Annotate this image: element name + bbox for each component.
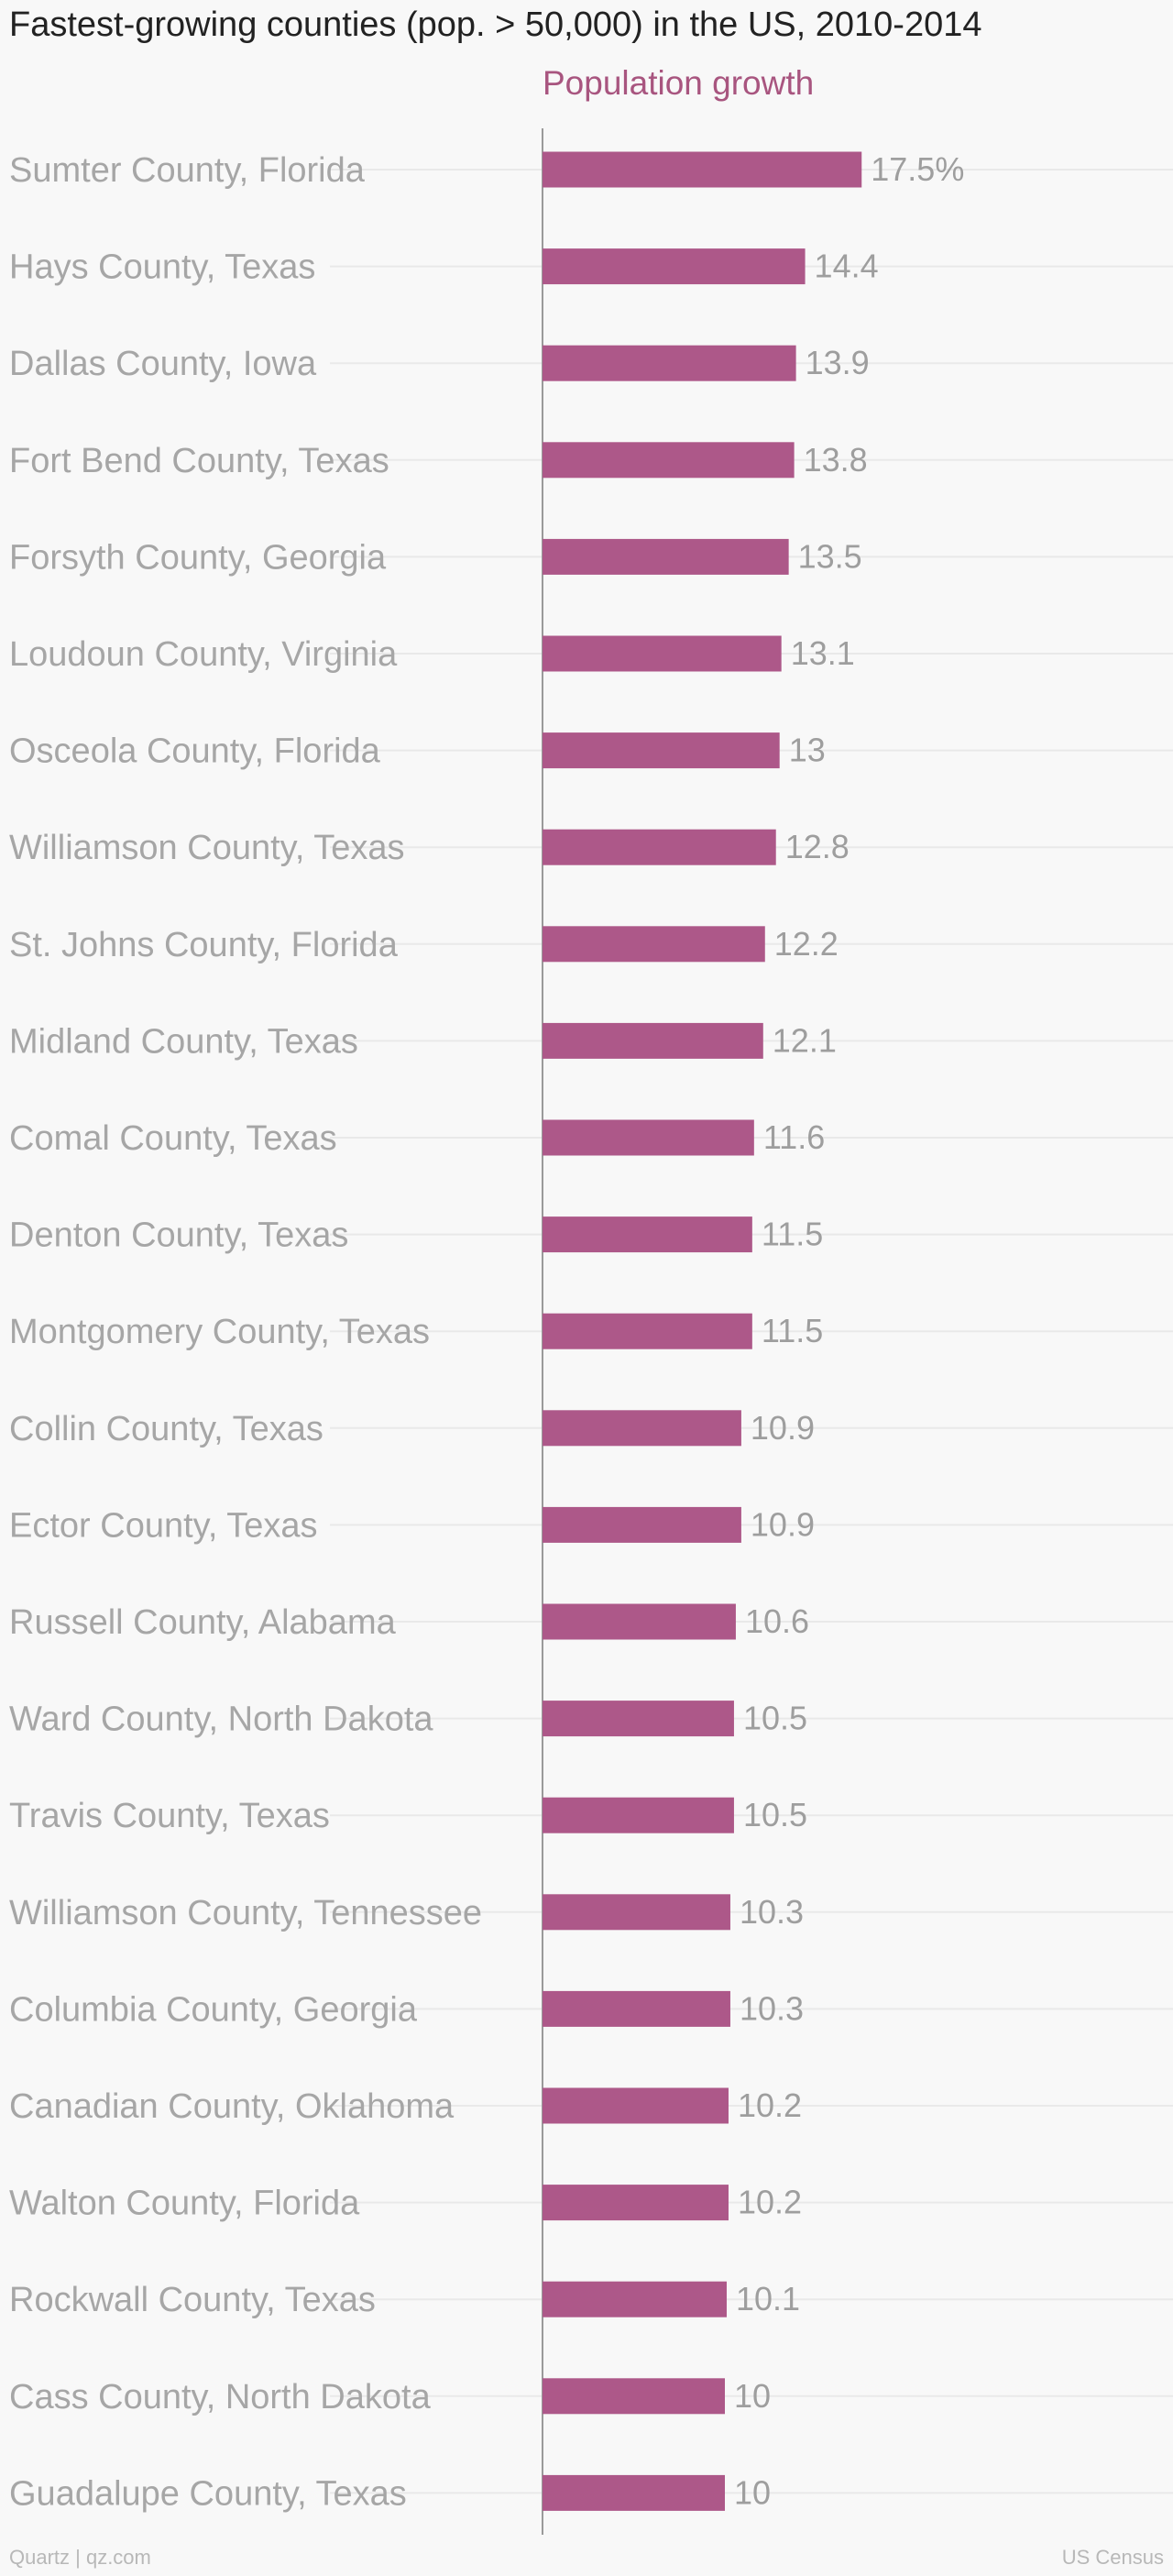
category-label: Travis County, Texas (9, 1797, 330, 1835)
value-label: 11.5 (762, 1216, 823, 1253)
bar (543, 538, 789, 575)
bar (543, 1990, 730, 2027)
bar (543, 1894, 730, 1931)
value-label: 10.9 (751, 1409, 815, 1447)
category-label: Montgomery County, Texas (9, 1313, 430, 1351)
chart-title: Fastest-growing counties (pop. > 50,000)… (9, 6, 982, 44)
category-label: Rockwall County, Texas (9, 2281, 376, 2319)
category-label: Ector County, Texas (9, 1506, 318, 1545)
value-label: 12.1 (773, 1021, 837, 1059)
bar (543, 1797, 734, 1833)
category-label: Fort Bend County, Texas (9, 442, 389, 480)
bar (543, 829, 776, 865)
category-label: Forsyth County, Georgia (9, 538, 387, 577)
category-label: Hays County, Texas (9, 248, 315, 287)
category-label: Denton County, Texas (9, 1216, 348, 1255)
bar (543, 1313, 752, 1349)
bar (543, 2185, 729, 2221)
category-label: Dallas County, Iowa (9, 345, 317, 383)
value-label: 10.3 (740, 1893, 804, 1931)
category-label: Canadian County, Oklahoma (9, 2087, 455, 2126)
footer-source: US Census (1061, 2546, 1164, 2569)
value-label: 13.1 (791, 634, 855, 672)
value-label: 10 (734, 2473, 771, 2511)
bar (543, 442, 795, 479)
category-label: Collin County, Texas (9, 1410, 323, 1448)
bar (543, 248, 806, 285)
bar (543, 1506, 741, 1543)
bar (543, 2281, 727, 2317)
value-label: 13.8 (804, 441, 868, 479)
value-label: 17.5% (871, 150, 964, 188)
value-label: 10 (734, 2377, 771, 2415)
bar (543, 1701, 734, 1737)
bar (543, 1603, 736, 1640)
value-label: 10.6 (745, 1602, 809, 1640)
bar (543, 1119, 754, 1156)
category-label: Columbia County, Georgia (9, 1990, 418, 2029)
category-label: Comal County, Texas (9, 1119, 337, 1158)
category-label: Osceola County, Florida (9, 732, 381, 771)
footer-credit: Quartz | qz.com (9, 2546, 151, 2569)
category-label: Walton County, Florida (9, 2185, 360, 2223)
bar (543, 345, 796, 381)
category-label: Williamson County, Tennessee (9, 1894, 482, 1932)
bar (543, 926, 765, 963)
value-label: 10.1 (736, 2280, 800, 2317)
value-label: 10.9 (751, 1505, 815, 1543)
value-label: 10.2 (738, 2184, 802, 2221)
value-label: 10.5 (743, 1700, 807, 1737)
category-label: Cass County, North Dakota (9, 2378, 432, 2416)
category-label: Sumter County, Florida (9, 151, 366, 190)
category-label: Russell County, Alabama (9, 1603, 397, 1642)
value-label: 10.5 (743, 1796, 807, 1833)
bar (543, 732, 780, 769)
value-label: 14.4 (815, 248, 879, 285)
bar (543, 151, 862, 188)
category-label: St. Johns County, Florida (9, 926, 399, 964)
value-label: 10.2 (738, 2086, 802, 2124)
category-label: Guadalupe County, Texas (9, 2474, 407, 2513)
bar (543, 635, 782, 672)
value-label: 10.3 (740, 1989, 804, 2027)
bar (543, 2087, 729, 2124)
bar (543, 1022, 763, 1059)
category-label: Midland County, Texas (9, 1022, 358, 1061)
value-label: 12.2 (774, 925, 839, 963)
value-label: 11.6 (763, 1118, 825, 1156)
category-label: Loudoun County, Virginia (9, 635, 398, 674)
value-label: 12.8 (785, 828, 850, 865)
category-label: Williamson County, Texas (9, 829, 405, 867)
category-label: Ward County, North Dakota (9, 1701, 433, 1739)
value-label: 13 (789, 732, 826, 769)
value-label: 13.5 (798, 537, 862, 575)
value-label: 13.9 (806, 344, 870, 381)
bar (543, 2474, 725, 2511)
bar (543, 1410, 741, 1447)
series-label: Population growth (543, 64, 815, 102)
bar (543, 1216, 752, 1253)
value-label: 11.5 (762, 1312, 823, 1349)
bar (543, 2378, 725, 2415)
